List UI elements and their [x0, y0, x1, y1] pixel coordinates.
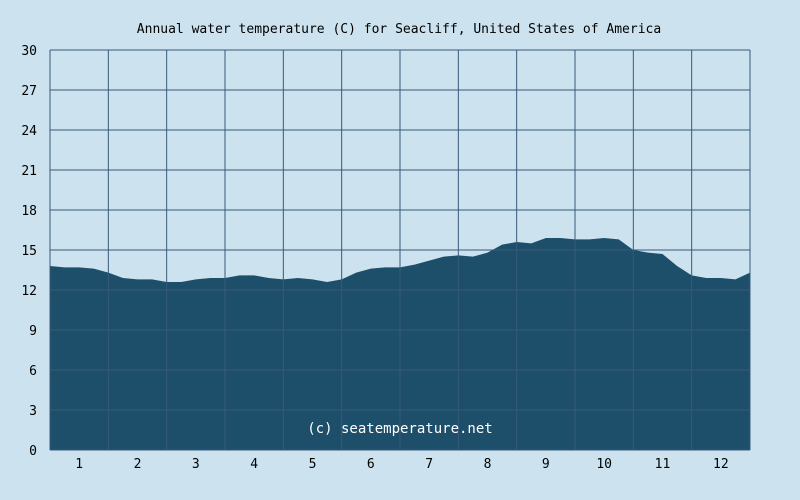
y-tick-label: 15 [21, 244, 37, 259]
y-tick-label: 30 [21, 44, 37, 59]
y-tick-label: 6 [29, 364, 37, 379]
grid-layer [49, 49, 751, 451]
y-tick-label: 21 [21, 164, 37, 179]
y-tick-label: 12 [21, 284, 37, 299]
watermark-text: (c) seatemperature.net [307, 421, 492, 437]
x-tick-label: 1 [75, 457, 83, 472]
y-tick-label: 9 [29, 324, 37, 339]
x-tick-label: 9 [542, 457, 550, 472]
y-tick-label: 27 [21, 84, 37, 99]
y-tick-label: 3 [29, 404, 37, 419]
x-axis-ticks: 1 2 3 4 5 6 7 8 9 10 11 12 [75, 457, 728, 472]
x-tick-label: 10 [596, 457, 612, 472]
x-tick-label: 3 [192, 457, 200, 472]
x-tick-label: 4 [250, 457, 258, 472]
y-tick-label: 0 [29, 444, 37, 459]
x-tick-label: 7 [425, 457, 433, 472]
x-tick-label: 2 [134, 457, 142, 472]
x-tick-label: 11 [655, 457, 671, 472]
chart-title: Annual water temperature (C) for Seaclif… [137, 22, 661, 37]
x-tick-label: 8 [484, 457, 492, 472]
y-tick-label: 24 [21, 124, 37, 139]
x-tick-label: 6 [367, 457, 375, 472]
x-tick-label: 12 [713, 457, 729, 472]
y-axis-ticks: 0 3 6 9 12 15 18 21 24 27 30 [21, 44, 37, 459]
y-tick-label: 18 [21, 204, 37, 219]
x-tick-label: 5 [309, 457, 317, 472]
